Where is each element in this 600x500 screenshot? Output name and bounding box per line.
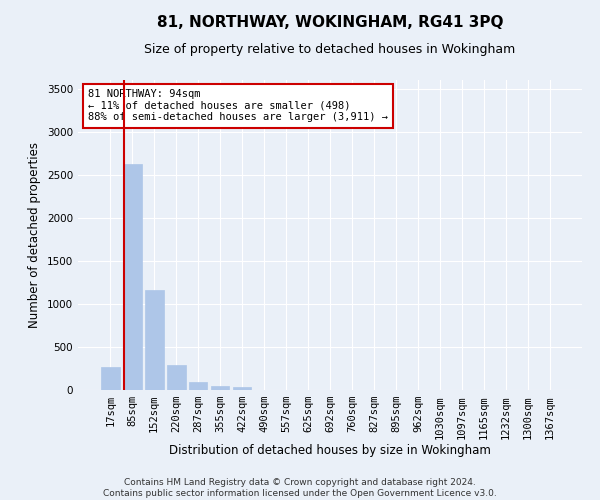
Text: 81 NORTHWAY: 94sqm
← 11% of detached houses are smaller (498)
88% of semi-detach: 81 NORTHWAY: 94sqm ← 11% of detached hou…	[88, 90, 388, 122]
Text: 81, NORTHWAY, WOKINGHAM, RG41 3PQ: 81, NORTHWAY, WOKINGHAM, RG41 3PQ	[157, 15, 503, 30]
Text: Contains HM Land Registry data © Crown copyright and database right 2024.
Contai: Contains HM Land Registry data © Crown c…	[103, 478, 497, 498]
Bar	[145, 290, 164, 390]
Y-axis label: Number of detached properties: Number of detached properties	[28, 142, 41, 328]
Bar	[123, 164, 142, 390]
X-axis label: Distribution of detached houses by size in Wokingham: Distribution of detached houses by size …	[169, 444, 491, 457]
Bar	[101, 367, 119, 390]
Bar	[167, 366, 185, 390]
Bar	[233, 388, 251, 390]
Bar	[189, 382, 208, 390]
Bar	[211, 386, 229, 390]
Text: Size of property relative to detached houses in Wokingham: Size of property relative to detached ho…	[145, 42, 515, 56]
